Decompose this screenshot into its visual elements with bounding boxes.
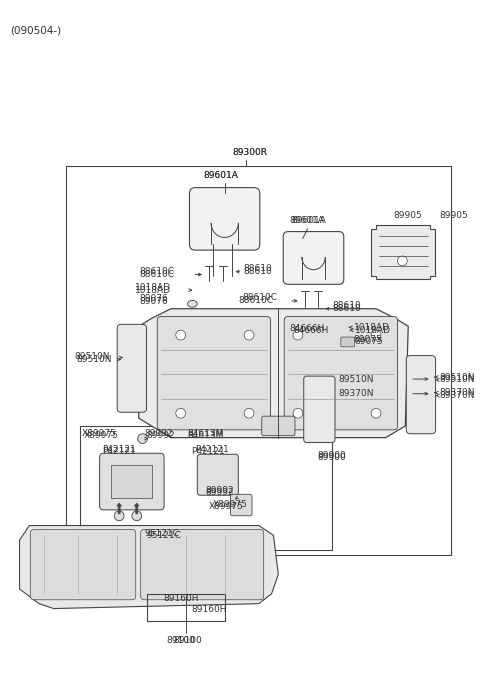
Text: 89075: 89075	[354, 336, 382, 344]
Text: 84666H: 84666H	[293, 325, 328, 335]
Text: 84613M: 84613M	[188, 429, 224, 438]
FancyBboxPatch shape	[100, 454, 164, 510]
Text: 89300R: 89300R	[232, 148, 267, 157]
Text: 89370N: 89370N	[338, 389, 373, 398]
Circle shape	[371, 330, 381, 340]
FancyBboxPatch shape	[304, 376, 335, 443]
Bar	[111, 465, 152, 498]
Text: 88610C: 88610C	[242, 294, 277, 302]
Text: 89076: 89076	[140, 294, 168, 304]
Text: 1018AD: 1018AD	[354, 323, 390, 332]
Text: 89076: 89076	[140, 298, 168, 306]
Circle shape	[397, 256, 407, 266]
Text: 89160H: 89160H	[163, 595, 198, 603]
Text: P42121: P42121	[103, 445, 136, 454]
FancyBboxPatch shape	[197, 454, 238, 495]
Text: 89510N: 89510N	[74, 352, 110, 361]
Circle shape	[293, 408, 303, 418]
Text: 1018AD: 1018AD	[355, 325, 391, 335]
Bar	[66, 166, 451, 555]
Text: 89601A: 89601A	[203, 172, 238, 180]
Text: 89510N: 89510N	[440, 374, 475, 384]
Circle shape	[114, 511, 124, 521]
Text: 89992: 89992	[146, 431, 175, 440]
Polygon shape	[139, 308, 408, 437]
Circle shape	[176, 330, 186, 340]
FancyBboxPatch shape	[262, 416, 295, 436]
Text: 88610: 88610	[243, 267, 272, 276]
Bar	[80, 426, 332, 550]
FancyArrow shape	[134, 503, 139, 514]
Text: 89100: 89100	[166, 636, 195, 645]
Text: 1018AD: 1018AD	[135, 283, 171, 292]
FancyBboxPatch shape	[30, 530, 136, 600]
Text: 89905: 89905	[440, 212, 468, 220]
FancyBboxPatch shape	[406, 355, 435, 434]
Ellipse shape	[188, 300, 197, 307]
Text: P42121: P42121	[103, 447, 136, 456]
Text: P42121: P42121	[192, 447, 225, 456]
Text: 89510N: 89510N	[76, 355, 112, 364]
Text: 89601A: 89601A	[203, 172, 238, 180]
FancyBboxPatch shape	[284, 317, 397, 430]
Text: 89601A: 89601A	[291, 216, 326, 225]
Text: 89992: 89992	[144, 429, 173, 438]
Text: 89601A: 89601A	[289, 216, 324, 225]
FancyBboxPatch shape	[283, 232, 344, 284]
Text: 84666H: 84666H	[289, 324, 324, 333]
Text: 89160H: 89160H	[192, 605, 227, 614]
Text: 1018AD: 1018AD	[135, 285, 171, 295]
Text: 89510N: 89510N	[440, 373, 475, 382]
FancyBboxPatch shape	[190, 188, 260, 250]
Circle shape	[244, 330, 254, 340]
Text: 88610C: 88610C	[140, 270, 175, 279]
Text: 89075: 89075	[355, 338, 384, 346]
Text: 89370N: 89370N	[440, 391, 475, 400]
Polygon shape	[20, 525, 278, 609]
Text: 88610: 88610	[332, 301, 361, 311]
FancyBboxPatch shape	[157, 317, 271, 430]
Text: X89975: X89975	[84, 431, 119, 440]
Circle shape	[138, 434, 147, 443]
FancyBboxPatch shape	[230, 494, 252, 516]
Circle shape	[176, 408, 186, 418]
Text: 89992: 89992	[205, 488, 234, 497]
FancyBboxPatch shape	[117, 324, 146, 412]
FancyArrow shape	[117, 503, 121, 514]
Circle shape	[244, 408, 254, 418]
Text: X89975: X89975	[209, 502, 244, 511]
Text: 95121C: 95121C	[144, 529, 180, 538]
Text: 89905: 89905	[394, 212, 422, 220]
Text: 88610C: 88610C	[140, 267, 175, 276]
Circle shape	[371, 408, 381, 418]
Text: 89100: 89100	[174, 636, 203, 645]
Text: 89900: 89900	[317, 451, 346, 460]
Text: X89975: X89975	[213, 500, 248, 508]
Text: 84613M: 84613M	[188, 431, 224, 440]
Text: X89975: X89975	[82, 429, 117, 438]
Circle shape	[293, 330, 303, 340]
Text: 89370N: 89370N	[440, 388, 475, 397]
Text: 88610C: 88610C	[238, 296, 273, 305]
Bar	[146, 594, 225, 621]
Text: (090504-): (090504-)	[10, 26, 61, 35]
FancyBboxPatch shape	[141, 530, 264, 600]
Text: 88610: 88610	[332, 304, 361, 313]
Text: 95121C: 95121C	[146, 531, 181, 540]
FancyBboxPatch shape	[341, 337, 355, 347]
Polygon shape	[371, 224, 434, 279]
Text: 89992: 89992	[205, 486, 234, 495]
Text: 89300R: 89300R	[232, 148, 267, 157]
Circle shape	[132, 511, 142, 521]
Text: 88610: 88610	[243, 264, 272, 273]
Text: 89510N: 89510N	[338, 374, 373, 384]
Text: 89900: 89900	[317, 453, 346, 462]
Text: P42121: P42121	[195, 445, 229, 454]
